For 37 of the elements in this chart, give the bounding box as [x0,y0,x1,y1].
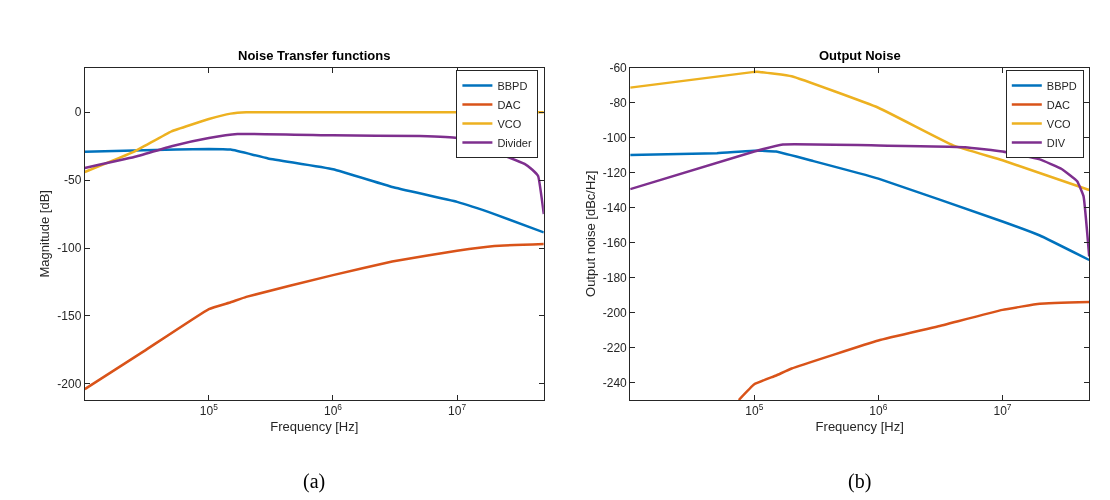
y-tick-label: -220 [602,340,628,355]
text: (a) [303,470,326,493]
y-tick-label: -140 [602,200,628,215]
y-tick-label: -80 [609,95,628,110]
legend-label: DIV [1046,136,1066,149]
y-tick-label: -180 [602,270,628,285]
legend-label: BBPD [497,79,528,92]
legend-label: VCO [1046,117,1072,130]
y-axis-title: Output noise [dBc/Hz] [582,170,598,297]
y-tick-label: -60 [609,60,628,75]
x-tick-label: 10$^{5}$ [745,402,764,419]
x-tick-label: 10$^{6}$ [323,402,343,419]
y-tick-label: -160 [602,235,628,250]
x-axis-title: Frequency [Hz] [270,419,359,434]
y-tick-label: -50 [64,173,82,188]
y-tick-label: -200 [57,376,82,391]
y-tick-label: -240 [602,375,628,390]
x-tick-label: 10$^{7}$ [448,402,467,419]
y-tick-label: -100 [602,130,628,145]
legend-label: DAC [1046,98,1071,111]
x-tick-label: 10$^{6}$ [869,402,888,419]
chart-title: Noise Transfer functions [238,48,391,63]
y-tick-label: -200 [602,305,628,320]
text: (b) [848,470,872,493]
legend-label: Divider [497,136,532,149]
y-tick-label: -120 [602,165,628,180]
legend-label: DAC [497,98,521,111]
y-tick-label: 0 [74,105,82,120]
x-tick-label: 10$^{7}$ [993,402,1012,419]
y-tick-label: -100 [57,241,82,256]
x-tick-label: 10$^{5}$ [199,402,219,419]
legend-label: VCO [497,117,522,130]
y-axis-title: Magnitude [dB] [37,190,53,278]
x-axis-title: Frequency [Hz] [815,419,904,434]
chart-title: Output Noise [819,48,901,63]
y-tick-label: -150 [57,309,82,324]
legend-label: BBPD [1046,79,1077,92]
